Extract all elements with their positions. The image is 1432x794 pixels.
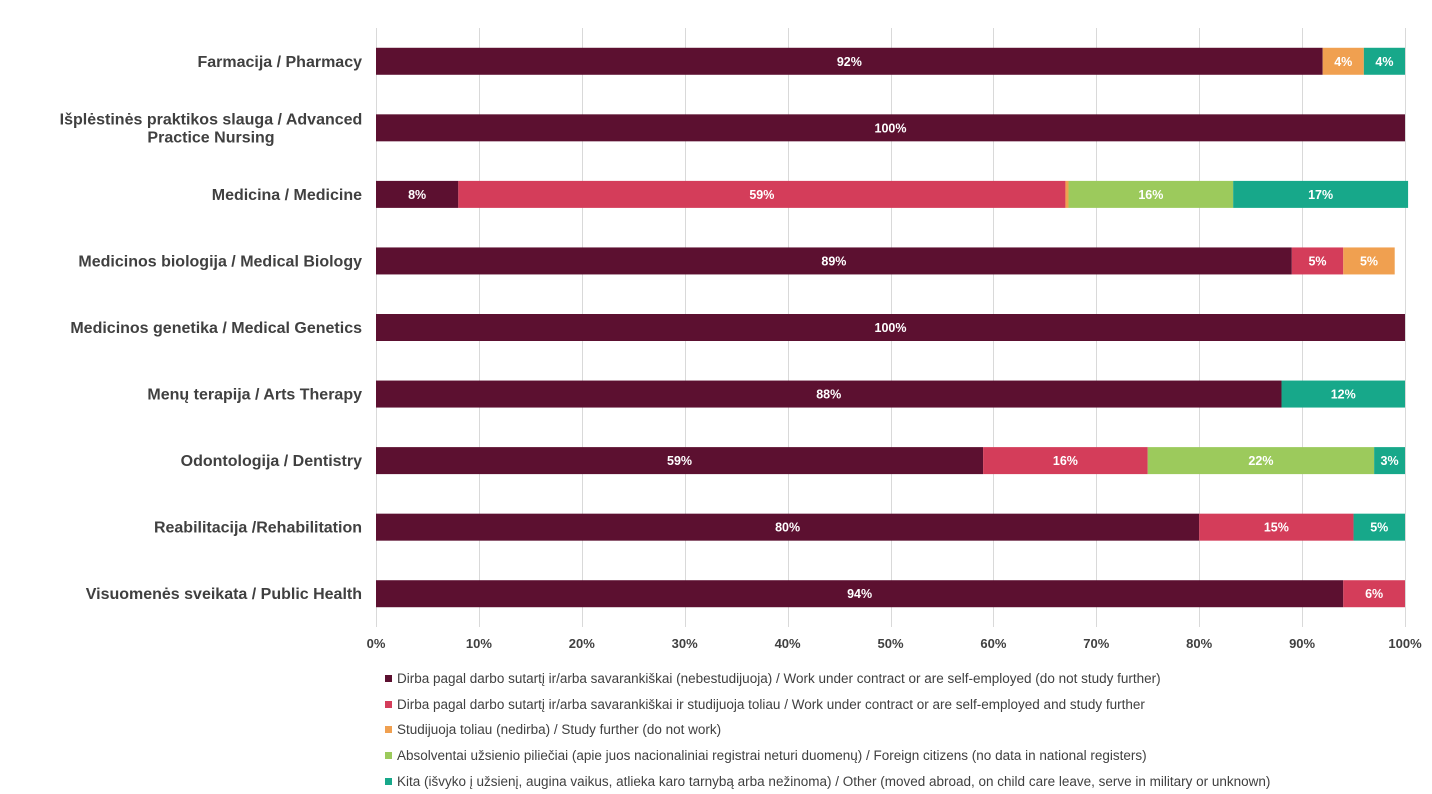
bar-segment — [458, 180, 1066, 208]
bar-segment — [376, 47, 1323, 75]
legend: Dirba pagal darbo sutartį ir/arba savara… — [385, 666, 1270, 794]
x-tick-label: 10% — [466, 636, 492, 651]
legend-label: Absolventai užsienio piliečiai (apie juo… — [397, 748, 1147, 764]
category-label: Medicinos biologija / Medical Biology — [78, 253, 362, 270]
x-tick-label: 20% — [569, 636, 595, 651]
bar-segment — [1147, 447, 1375, 475]
bar-segment — [1322, 47, 1364, 75]
bar-segment — [1233, 180, 1409, 208]
x-tick-label: 0% — [367, 636, 386, 651]
data-label: 94% — [847, 587, 872, 601]
x-tick-label: 80% — [1186, 636, 1212, 651]
bar-segment — [376, 180, 459, 208]
data-label: 4% — [1375, 55, 1393, 69]
legend-swatch — [385, 726, 392, 734]
chart: 92% 4% 4% 100% 8% 59% 16% 17% 89% 5% 5% 100% 88% 12% 5… — [60, 28, 1422, 651]
x-axis-tick-labels: 0% 10% 20% 30% 40% 50% 60% 70% 80% 90% 100% — [367, 636, 1422, 651]
bar-segment — [1291, 247, 1344, 275]
legend-swatch — [385, 777, 392, 785]
category-labels: Farmacija / Pharmacy Išplėstinės praktiko… — [60, 54, 363, 603]
category-label: Išplėstinės praktikos slauga / Advanced P… — [60, 111, 363, 146]
data-label: 15% — [1264, 521, 1289, 535]
bar-segment — [376, 314, 1405, 341]
x-tick-label: 70% — [1083, 636, 1109, 651]
bar-segment — [1343, 580, 1405, 608]
legend-item: Studijuoja toliau (nedirba) / Study furt… — [385, 717, 1270, 743]
bar-segment — [1363, 47, 1405, 75]
legend-label: Kita (išvyko į užsienį, augina vaikus, a… — [397, 773, 1271, 789]
x-tick-label: 40% — [775, 636, 801, 651]
data-label: 89% — [821, 254, 846, 268]
category-label: Menų terapija / Arts Therapy — [147, 387, 362, 404]
bar-segment — [1065, 180, 1069, 208]
legend-swatch — [385, 752, 392, 760]
bars: 92% 4% 4% 100% 8% 59% 16% 17% 89% 5% 5% 100% 88% 12% 5… — [376, 47, 1409, 608]
data-label: 4% — [1334, 55, 1352, 69]
data-label: 16% — [1053, 454, 1078, 468]
data-label: 22% — [1248, 454, 1273, 468]
data-label: 59% — [749, 188, 774, 202]
bar-segment — [376, 380, 1282, 408]
bar-segment — [983, 447, 1148, 475]
legend-item: Kita (išvyko į užsienį, augina vaikus, a… — [385, 768, 1270, 794]
bar-segment — [376, 114, 1405, 142]
data-label: 5% — [1360, 254, 1378, 268]
x-tick-label: 60% — [980, 636, 1006, 651]
category-label: Visuomenės sveikata / Public Health — [86, 586, 362, 603]
data-label: 5% — [1370, 521, 1388, 535]
data-label: 5% — [1308, 254, 1326, 268]
data-label: 12% — [1331, 388, 1356, 402]
data-label: 8% — [408, 188, 426, 202]
legend-label: Studijuoja toliau (nedirba) / Study furt… — [397, 722, 722, 738]
bar-segment — [376, 580, 1344, 608]
data-label: 59% — [667, 454, 692, 468]
x-tick-label: 50% — [877, 636, 903, 651]
data-label: 6% — [1365, 587, 1383, 601]
bar-segment — [1199, 513, 1354, 541]
bar-segment — [1353, 513, 1405, 541]
bar-segment — [1374, 447, 1405, 475]
data-label: 88% — [816, 388, 841, 402]
x-tick-label: 30% — [672, 636, 698, 651]
bar-segment — [1281, 380, 1405, 408]
data-label: 17% — [1308, 188, 1333, 202]
x-tick-label: 90% — [1289, 636, 1315, 651]
x-tick-label: 100% — [1388, 636, 1422, 651]
category-label: Farmacija / Pharmacy — [197, 54, 362, 71]
category-label: Reabilitacija /Rehabilitation — [154, 520, 362, 537]
legend-swatch — [385, 700, 392, 708]
bar-segment — [376, 247, 1292, 275]
bar-segment — [376, 513, 1200, 541]
data-label: 100% — [875, 121, 907, 135]
category-label: Medicina / Medicine — [212, 187, 362, 204]
data-label: 92% — [837, 55, 862, 69]
data-label: 16% — [1138, 188, 1163, 202]
data-label: 100% — [875, 321, 907, 335]
legend-label: Dirba pagal darbo sutartį ir/arba savara… — [397, 696, 1145, 712]
legend-label: Dirba pagal darbo sutartį ir/arba savara… — [397, 671, 1161, 687]
bar-segment — [376, 447, 984, 475]
legend-item: Absolventai užsienio piliečiai (apie juo… — [385, 743, 1270, 769]
legend-item: Dirba pagal darbo sutartį ir/arba savara… — [385, 666, 1270, 692]
bar-segment — [1343, 247, 1395, 275]
data-label: 80% — [775, 521, 800, 535]
data-label: 3% — [1381, 454, 1399, 468]
bar-segment — [1068, 180, 1234, 208]
category-label: Odontologija / Dentistry — [181, 453, 362, 470]
category-label: Medicinos genetika / Medical Genetics — [70, 320, 362, 337]
legend-swatch — [385, 675, 392, 683]
legend-item: Dirba pagal darbo sutartį ir/arba savara… — [385, 692, 1270, 718]
